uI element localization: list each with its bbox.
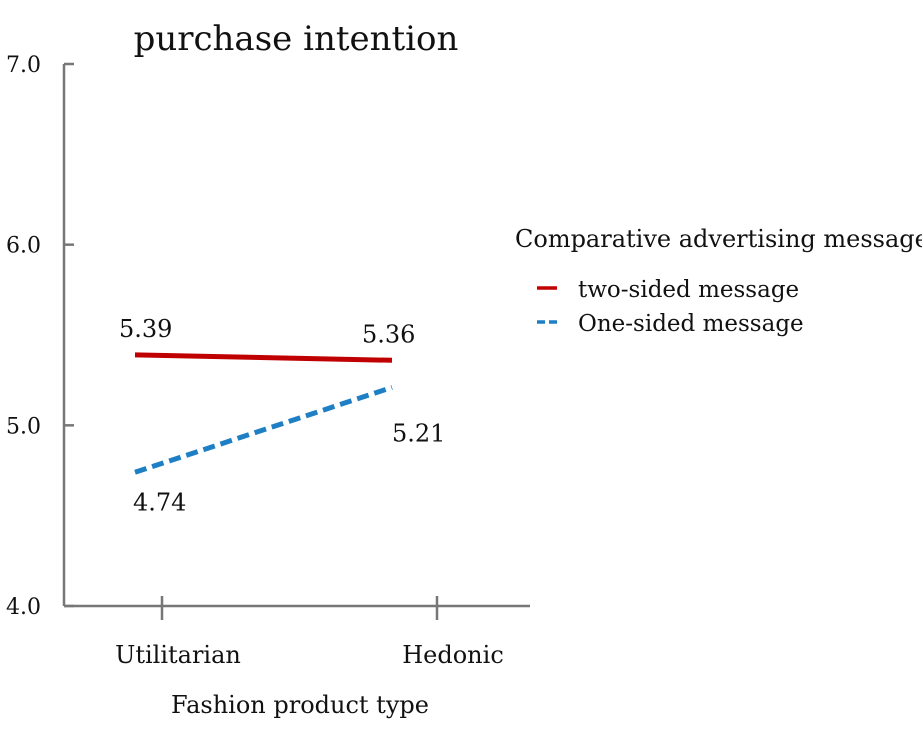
data-labels: 5.39 5.36 4.74 5.21 [119,315,445,516]
x-category-label: Utilitarian [115,641,241,669]
legend-label: two-sided message [578,277,799,303]
y-tick-label: 4.0 [6,595,41,620]
y-tick-label: 6.0 [6,234,41,259]
legend-label: One-sided message [578,311,804,337]
data-label: 5.21 [392,419,445,447]
series-layer [134,352,393,475]
y-tick-label: 5.0 [6,414,41,439]
series-line-2 [134,385,393,475]
data-label: 5.36 [362,320,415,348]
legend: Comparative advertising message two-side… [515,225,922,337]
data-label: 4.74 [133,488,186,516]
axes: 4.0 5.0 6.0 7.0 Utilitarian Hedonic [6,53,530,669]
legend-title: Comparative advertising message [515,225,922,253]
x-category-label: Hedonic [402,641,504,669]
series-line-1 [134,352,393,363]
y-tick-label: 7.0 [6,53,41,78]
chart-title: purchase intention [134,19,459,59]
x-axis-title: Fashion product type [171,691,429,719]
data-label: 5.39 [119,315,172,343]
